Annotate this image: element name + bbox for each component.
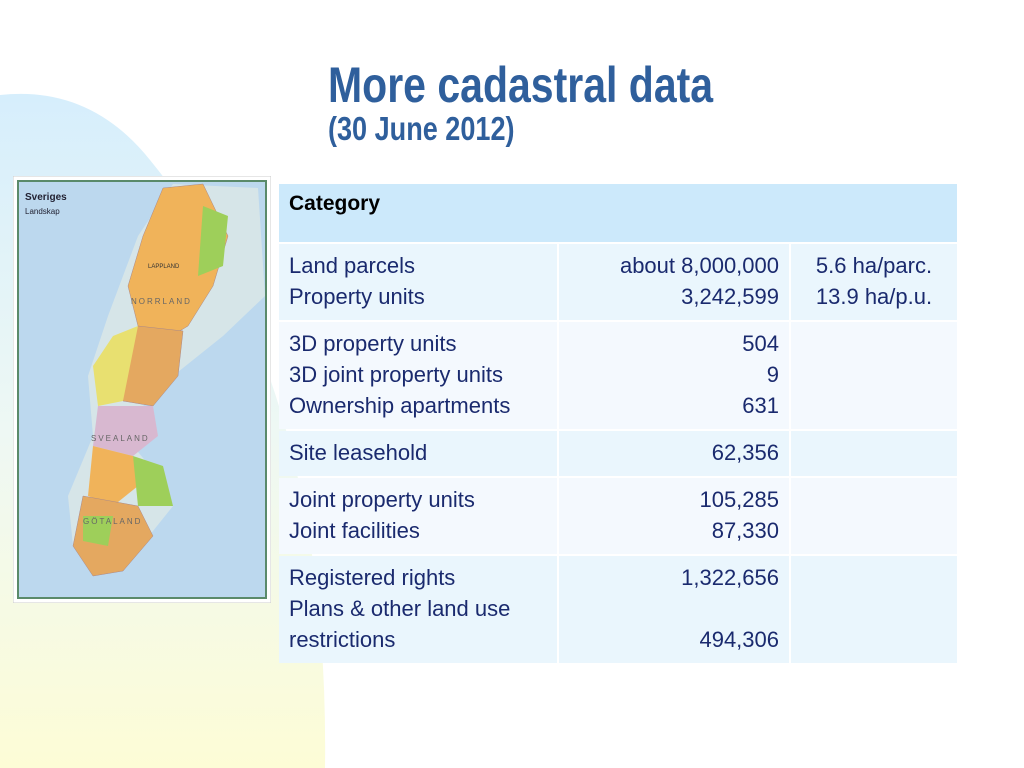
count: 105,285 (699, 487, 779, 512)
category-label: Registered rights (289, 565, 456, 590)
table-cell (791, 431, 957, 476)
category-label: 3D property units (289, 331, 457, 356)
ratio: 5.6 ha/parc. (815, 253, 933, 278)
table-cell: 504 9 631 (559, 322, 789, 429)
table-cell: 5.6 ha/parc. 13.9 ha/p.u. (791, 244, 957, 320)
count: 87,330 (711, 518, 779, 543)
category-label: Ownership apartments (289, 393, 511, 418)
region-label: SVEALAND (91, 434, 150, 443)
region-label: GÖTALAND (83, 517, 142, 526)
title: More cadastral data (328, 57, 714, 113)
table-cell: 62,356 (559, 431, 789, 476)
count: 631 (742, 393, 779, 418)
table-row: 3D property units 3D joint property units… (279, 322, 957, 429)
table-row: Joint property units Joint facilities 105,… (279, 478, 957, 554)
region-label: NORRLAND (131, 297, 192, 306)
table-cell: Registered rights Plans & other land use … (279, 556, 557, 663)
category-label: 3D joint property units (289, 362, 503, 387)
table-cell: Site leasehold (279, 431, 557, 476)
count: 494,306 (699, 627, 779, 652)
table-cell: 1,322,656 494,306 (559, 556, 789, 663)
map: Sveriges Landskap LAPPLAND NORRLAND SVEA… (13, 176, 271, 603)
category-label: Land parcels (289, 253, 415, 278)
count: about 8,000,000 (619, 253, 779, 278)
ratio: 13.9 ha/p.u. (815, 284, 933, 309)
table-cell (791, 556, 957, 663)
table-cell: about 8,000,000 3,242,599 (559, 244, 789, 320)
category-label: Property units (289, 284, 425, 309)
subtitle: (30 June 2012) (328, 110, 515, 147)
table-row: Site leasehold 62,356 (279, 431, 957, 476)
region-label: LAPPLAND (148, 264, 180, 270)
table-cell: 3D property units 3D joint property units… (279, 322, 557, 429)
count: 1,322,656 (681, 565, 779, 590)
table-cell (791, 478, 957, 554)
count: 9 (766, 362, 779, 387)
category-label: Plans & other land use restrictions (289, 596, 511, 652)
category-label: Joint facilities (289, 518, 420, 543)
count: 3,242,599 (681, 284, 779, 309)
table-cell (791, 322, 957, 429)
map-subtitle: Landskap (25, 207, 60, 216)
map-title: Sveriges (25, 192, 67, 203)
table-row: Registered rights Plans & other land use … (279, 556, 957, 663)
category-label: Joint property units (289, 487, 475, 512)
count: 62,356 (711, 440, 779, 465)
table-cell: 105,285 87,330 (559, 478, 789, 554)
data-table: Category Land parcels Property units about… (277, 182, 959, 665)
count: 504 (742, 331, 779, 356)
table-cell: Land parcels Property units (279, 244, 557, 320)
table-cell: Joint property units Joint facilities (279, 478, 557, 554)
table-header: Category (279, 184, 957, 242)
table-row: Land parcels Property units about 8,000,00… (279, 244, 957, 320)
category-label: Site leasehold (289, 440, 428, 465)
